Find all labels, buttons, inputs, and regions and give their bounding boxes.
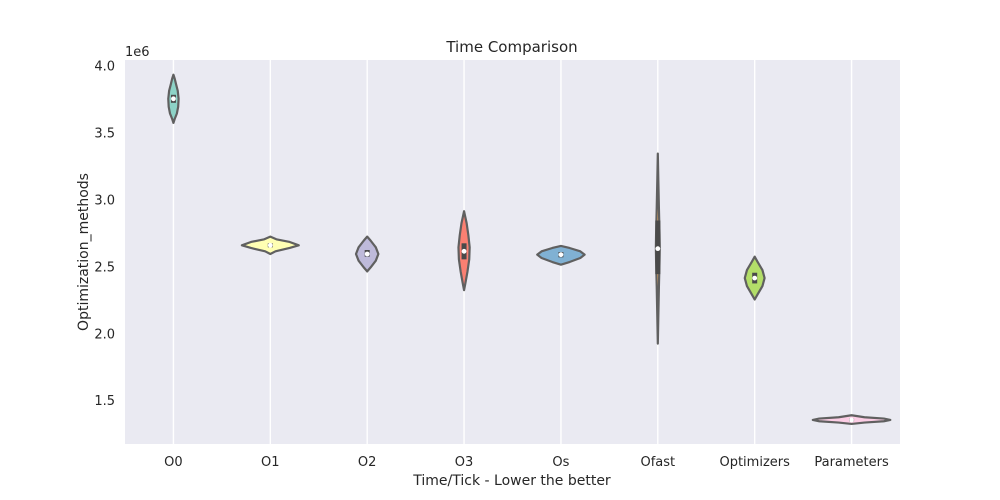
violin-o2 bbox=[354, 235, 380, 273]
violin-median-marker bbox=[655, 246, 661, 252]
x-tick-label: Ofast bbox=[640, 455, 675, 470]
x-tick-label: O3 bbox=[455, 455, 474, 470]
x-tick-labels: O0 O1 O2 O3 Os Ofast Optimizers Parameters bbox=[164, 455, 889, 470]
y-tick-label: 2.5 bbox=[94, 260, 115, 275]
y-tick-label: 1.5 bbox=[94, 394, 115, 409]
violin-median-marker bbox=[461, 248, 467, 254]
x-tick-label: O1 bbox=[261, 455, 280, 470]
chart-title: Time Comparison bbox=[445, 38, 577, 56]
violin-median-marker bbox=[364, 251, 370, 257]
y-tick-label: 2.0 bbox=[94, 327, 115, 342]
y-tick-label: 3.0 bbox=[94, 193, 115, 208]
y-tick-label: 4.0 bbox=[94, 60, 115, 75]
violin-median-marker bbox=[267, 242, 273, 248]
violin-ofast bbox=[654, 152, 661, 345]
y-offset-label: 1e6 bbox=[125, 45, 150, 60]
violin-parameters bbox=[811, 414, 892, 426]
violin-optimizers bbox=[743, 255, 766, 301]
x-tick-label: Optimizers bbox=[719, 455, 790, 470]
x-tick-label: O0 bbox=[164, 455, 183, 470]
violin-o1 bbox=[240, 235, 300, 256]
y-tick-labels: 1.5 2.0 2.5 3.0 3.5 4.0 bbox=[94, 60, 115, 409]
violins bbox=[167, 73, 892, 426]
violin-median-marker bbox=[752, 275, 758, 281]
x-tick-label: Os bbox=[552, 455, 569, 470]
plot-background bbox=[125, 60, 900, 444]
x-axis-title: Time/Tick - Lower the better bbox=[412, 473, 611, 489]
y-tick-label: 3.5 bbox=[94, 127, 115, 142]
violin-o0 bbox=[167, 73, 180, 124]
x-tick-label: O2 bbox=[358, 455, 377, 470]
violin-median-marker bbox=[558, 252, 564, 258]
x-tick-label: Parameters bbox=[814, 455, 889, 470]
y-axis-title: Optimization_methods bbox=[76, 173, 92, 331]
violin-os bbox=[536, 244, 586, 266]
violin-o3 bbox=[457, 210, 471, 292]
violin-median-marker bbox=[171, 96, 176, 102]
violin-median-marker bbox=[849, 417, 854, 423]
